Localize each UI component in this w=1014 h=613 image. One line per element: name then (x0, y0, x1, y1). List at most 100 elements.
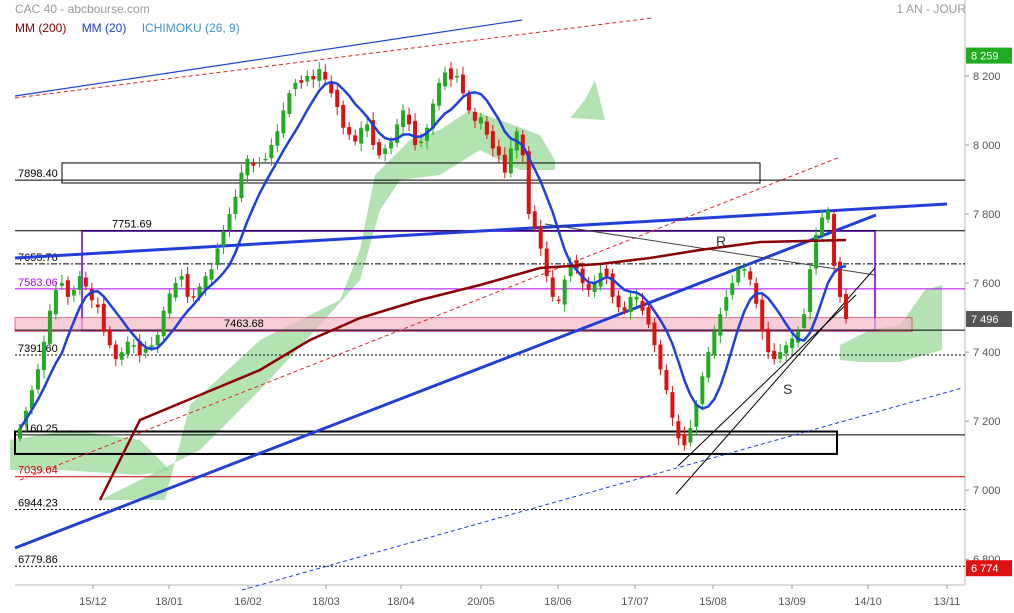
candle-body (784, 345, 789, 354)
candle-body (413, 120, 418, 145)
candle-body (616, 295, 621, 308)
upper-channel-red-dashed (14, 17, 653, 99)
candle-body (305, 75, 310, 82)
mm200-line (98, 238, 847, 501)
candle-body (329, 83, 334, 94)
support-zone-band (14, 317, 913, 332)
level-label: 7583.06 (18, 277, 58, 289)
level-label: 7898.40 (18, 168, 58, 180)
candle-body (233, 196, 238, 215)
candle-body (101, 303, 106, 332)
candle-body (407, 114, 412, 125)
candle-body (293, 82, 298, 90)
candles-layer (18, 61, 848, 451)
candle-body (640, 301, 645, 311)
annotations-layer: RS (716, 233, 792, 397)
candle-body (550, 277, 555, 297)
candle-body (442, 72, 447, 87)
grid-layer (15, 0, 966, 586)
trendlines-layer (14, 17, 963, 591)
support-zone-box (14, 430, 838, 455)
level-lines-layer: 7898.407751.697655.767583.067463.687391.… (15, 168, 965, 567)
candle-body (592, 283, 597, 293)
candle-body (197, 286, 202, 298)
candle-body (826, 210, 831, 220)
candle-body (676, 421, 681, 439)
candle-body (191, 296, 196, 298)
candle-body (389, 141, 394, 149)
candle-body (556, 299, 561, 302)
zones-layer (14, 162, 913, 455)
candle-body (460, 74, 465, 94)
candle-body (53, 289, 58, 315)
y-tick-label: 7 600 (973, 278, 1001, 290)
candle-body (29, 390, 34, 409)
lower-channel-blue-dashed (241, 387, 963, 591)
candle-body (466, 93, 471, 111)
candle-body (454, 75, 459, 78)
y-tick-label: 8 000 (973, 140, 1001, 152)
legend-ichimoku: ICHIMOKU (26, 9) (141, 21, 240, 35)
candle-body (586, 283, 591, 290)
x-tick-label: 18/04 (387, 596, 415, 608)
x-axis: 15/12 18/01 16/02 18/03 18/04 20/05 18/06 17/07… (79, 585, 960, 608)
x-tick-label: 13/11 (934, 596, 961, 608)
candle-body (628, 296, 633, 313)
high-badge-bg (966, 47, 1012, 64)
y-tick-label: 8 200 (973, 71, 1001, 83)
low-badge-bg (966, 560, 1012, 577)
candle-body (730, 283, 735, 295)
candle-body (658, 344, 663, 370)
candle-body (83, 277, 88, 287)
candle-body (766, 328, 771, 353)
candle-body (365, 124, 370, 132)
candle-body (371, 120, 376, 145)
candle-body (544, 248, 549, 277)
legend-mm20: MM (20) (81, 21, 127, 35)
candle-body (448, 68, 453, 80)
rising-support (675, 267, 876, 495)
low-badge: 6 774 (971, 563, 999, 575)
candle-body (149, 345, 154, 348)
candle-body (347, 127, 352, 135)
candle-body (89, 289, 94, 301)
moving-averages-layer (18, 80, 847, 501)
candle-body (508, 148, 513, 174)
last-price-badge: 7 496 (971, 314, 999, 326)
candle-body (203, 276, 208, 289)
candle-body (167, 293, 172, 314)
chart-title: CAC 40 - abcbourse.com (15, 2, 150, 16)
candle-body (712, 331, 717, 355)
candle-body (706, 352, 711, 378)
candle-body (18, 428, 22, 439)
candle-body (436, 82, 441, 106)
candle-body (275, 131, 280, 146)
candle-body (245, 158, 250, 176)
candle-body (119, 352, 124, 360)
level-label: 7039.04 (18, 465, 58, 477)
candle-body (610, 273, 615, 297)
y-tick-label: 7 800 (973, 209, 1001, 221)
legend-mm200: MM (200) (15, 21, 67, 35)
candle-body (281, 110, 286, 134)
candle-body (748, 271, 753, 280)
x-tick-label: 15/08 (699, 596, 727, 608)
candle-body (359, 127, 364, 144)
candle-body (71, 289, 76, 296)
candle-body (185, 274, 190, 297)
candle-body (377, 142, 382, 156)
candle-body (538, 226, 543, 249)
candle-body (790, 338, 795, 348)
candle-body (526, 151, 531, 215)
candle-body (257, 162, 262, 164)
candle-body (431, 103, 435, 129)
candle-body (532, 211, 537, 228)
candle-body (622, 307, 627, 311)
candle-body (778, 352, 783, 360)
level-label: 7391.60 (18, 343, 58, 355)
candle-body (227, 214, 232, 230)
candle-body (802, 314, 807, 328)
candle-body (844, 294, 848, 319)
candle-body (484, 121, 489, 135)
candle-body (496, 146, 501, 156)
